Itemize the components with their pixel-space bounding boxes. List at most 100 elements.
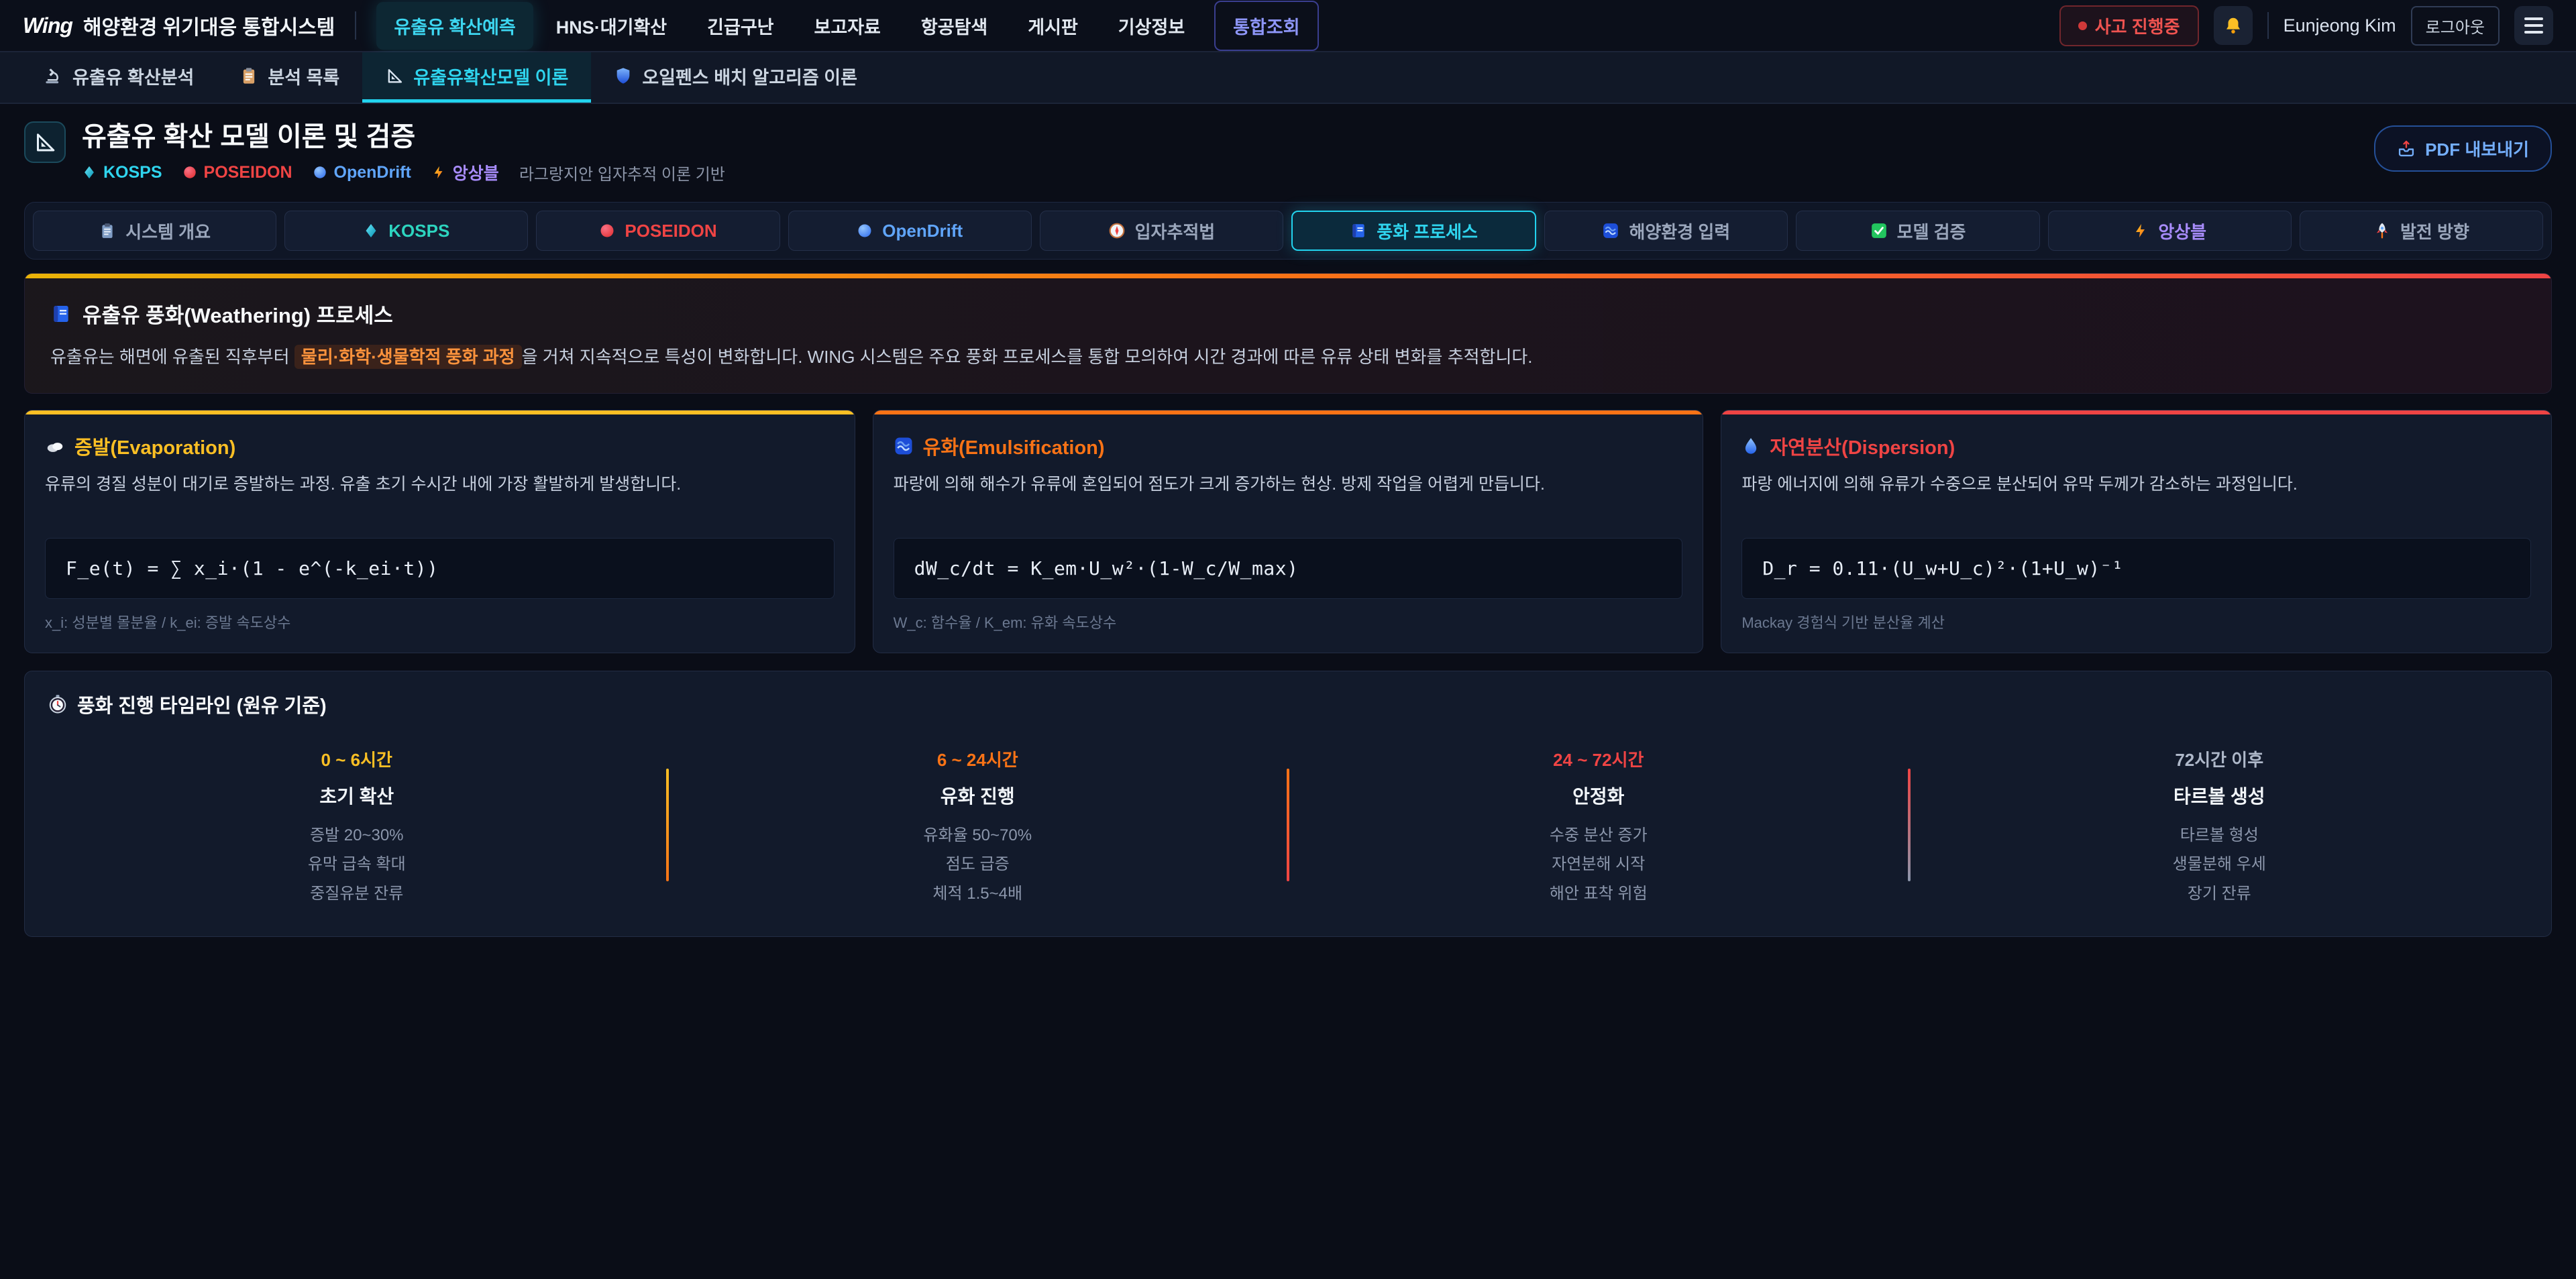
stage-item: 점도 급증: [945, 855, 1010, 874]
nav-item-board[interactable]: 게시판: [1028, 17, 1078, 38]
card-title-text: 유화(Emulsification): [922, 437, 1105, 459]
stopwatch-icon: [48, 694, 68, 714]
page-icon: [24, 121, 66, 163]
formula-note: W_c: 함수율 / K_em: 유화 속도상수: [893, 614, 1117, 632]
bolt-icon: [431, 165, 446, 180]
stage-item: 장기 잔류: [2187, 884, 2251, 903]
stage-item: 자연분해 시작: [1552, 855, 1646, 874]
card-title-text: 자연분산(Dispersion): [1770, 437, 1955, 459]
subnav-label: 유출유확산모델 이론: [413, 67, 569, 88]
card-accent-bar: [1721, 410, 2551, 415]
timeline-grid: 0 ~ 6시간 초기 확산 증발 20~30% 유막 급속 확대 중질유분 잔류…: [48, 741, 2528, 908]
description-highlight: 물리·화학·생물학적 풍화 과정: [294, 345, 522, 369]
stage-time: 72시간 이후: [2175, 750, 2264, 771]
stage-item: 체적 1.5~4배: [932, 884, 1023, 903]
card-title: 증발(Evaporation): [45, 432, 835, 460]
card-description: 유류의 경질 성분이 대기로 증발하는 과정. 유출 초기 수시간 내에 가장 …: [45, 475, 682, 494]
tab-ocean-environment-input[interactable]: 해양환경 입력: [1544, 211, 1788, 251]
timeline-divider: [1907, 768, 1911, 881]
subnav-item-analysis-list[interactable]: 분석 목록: [217, 52, 362, 103]
diamond-icon: [363, 223, 379, 239]
export-icon: [2397, 140, 2416, 158]
nav-item-oil-spill-forecast[interactable]: 유출유 확산예측: [376, 1, 533, 50]
nav-item-reports[interactable]: 보고자료: [814, 17, 881, 38]
tab-model-validation[interactable]: 모델 검증: [1796, 211, 2040, 251]
nav-item-integrated-search[interactable]: 통합조회: [1214, 0, 1319, 51]
notification-button[interactable]: [2213, 6, 2253, 45]
stage-time: 24 ~ 72시간: [1553, 750, 1644, 771]
weathering-intro-panel: 유출유 풍화(Weathering) 프로세스 유출유는 해면에 유출된 직후부…: [24, 273, 2552, 394]
tab-label: 입자추적법: [1134, 221, 1216, 242]
incident-status-label: 사고 진행중: [2094, 16, 2180, 37]
card-evaporation: 증발(Evaporation) 유류의 경질 성분이 대기로 증발하는 과정. …: [24, 410, 855, 654]
formula-box: D_r = 0.11·(U_w+U_c)²·(1+U_w)⁻¹: [1741, 538, 2531, 600]
compass-icon: [1108, 222, 1126, 239]
tab-system-overview[interactable]: 시스템 개요: [33, 211, 277, 251]
tab-opendrift[interactable]: OpenDrift: [788, 211, 1032, 251]
page-title-block: 유출유 확산 모델 이론 및 검증 KOSPS POSEIDON OpenDri…: [82, 121, 725, 184]
card-accent-bar: [873, 410, 1703, 415]
stage-item: 생물분해 우세: [2172, 855, 2266, 874]
badge-poseidon: POSEIDON: [182, 163, 292, 182]
subnav-label: 분석 목록: [268, 67, 340, 88]
nav-item-emergency-rescue[interactable]: 긴급구난: [707, 17, 774, 38]
nav-item-hns-air-diffusion[interactable]: HNS·대기확산: [555, 17, 667, 38]
tab-ensemble[interactable]: 앙상블: [2047, 211, 2292, 251]
description-text: 유출유는 해면에 유출된 직후부터: [50, 347, 294, 367]
tab-label: 풍화 프로세스: [1377, 221, 1478, 242]
subnav-item-diffusion-analysis[interactable]: 유출유 확산분석: [20, 52, 217, 103]
formula-note: x_i: 성분별 몰분율 / k_ei: 증발 속도상수: [45, 614, 291, 632]
tab-label: OpenDrift: [882, 220, 963, 241]
stage-phase: 초기 확산: [319, 786, 394, 808]
tab-weathering-process[interactable]: 풍화 프로세스: [1291, 211, 1537, 251]
bolt-icon: [2133, 223, 2149, 239]
pdf-export-button[interactable]: PDF 내보내기: [2374, 125, 2552, 172]
tab-future-direction[interactable]: 발전 방향: [2299, 211, 2544, 251]
tab-poseidon[interactable]: POSEIDON: [536, 211, 780, 251]
clipboard-icon: [99, 222, 116, 239]
timeline-divider: [1287, 768, 1289, 881]
stage-phase: 타르볼 생성: [2173, 786, 2265, 808]
red-circle-icon: [182, 165, 197, 180]
timeline-heading-text: 풍화 진행 타임라인 (원유 기준): [77, 696, 327, 718]
red-circle-icon: [599, 223, 615, 239]
tab-particle-tracking[interactable]: 입자추적법: [1039, 211, 1284, 251]
badge-ensemble: 앙상블: [431, 160, 499, 184]
tab-label: 모델 검증: [1896, 221, 1966, 242]
tab-label: 해양환경 입력: [1629, 221, 1731, 242]
subnav-item-model-theory[interactable]: 유출유확산모델 이론: [362, 52, 592, 103]
diamond-icon: [82, 165, 97, 180]
stage-item: 타르볼 형성: [2180, 826, 2259, 845]
card-dispersion: 자연분산(Dispersion) 파랑 에너지에 의해 유류가 수중으로 분산되…: [1721, 410, 2552, 654]
tab-kosps[interactable]: KOSPS: [284, 211, 529, 251]
wave-icon: [894, 436, 914, 456]
timeline-stage-tarball: 72시간 이후 타르볼 생성 타르볼 형성 생물분해 우세 장기 잔류: [1911, 741, 2529, 908]
weathering-timeline-panel: 풍화 진행 타임라인 (원유 기준) 0 ~ 6시간 초기 확산 증발 20~3…: [24, 671, 2552, 937]
hamburger-icon: [2524, 17, 2543, 34]
tab-label: POSEIDON: [625, 220, 717, 241]
nav-item-aerial-search[interactable]: 항공탐색: [920, 17, 988, 38]
rocket-icon: [2373, 222, 2391, 239]
book-icon: [1350, 222, 1367, 239]
logout-button[interactable]: 로그아웃: [2410, 5, 2500, 46]
badge-kosps: KOSPS: [82, 163, 162, 182]
stage-phase: 안정화: [1572, 786, 1625, 808]
pdf-export-label: PDF 내보내기: [2425, 140, 2529, 160]
badge-opendrift: OpenDrift: [313, 163, 411, 182]
card-title: 자연분산(Dispersion): [1741, 432, 2531, 460]
stage-item: 유막 급속 확대: [307, 855, 406, 874]
menu-button[interactable]: [2514, 6, 2553, 45]
badge-label: KOSPS: [103, 162, 162, 182]
model-badge-row: KOSPS POSEIDON OpenDrift 앙상블 라그랑지안: [82, 160, 725, 184]
timeline-heading: 풍화 진행 타임라인 (원유 기준): [48, 690, 2528, 718]
basis-note: 라그랑지안 입자추적 이론 기반: [519, 165, 725, 184]
app-brand[interactable]: Wing 해양환경 위기대응 통합시스템: [23, 11, 335, 40]
weathering-heading: 유출유 풍화(Weathering) 프로세스: [50, 298, 2526, 329]
section-tab-strip: 시스템 개요 KOSPS POSEIDON OpenDrift 입자추적법 풍화…: [24, 202, 2552, 260]
clipboard-icon: [239, 66, 258, 85]
triangle-ruler-icon: [385, 66, 404, 85]
nav-item-weather-info[interactable]: 기상정보: [1118, 17, 1185, 38]
subnav-item-oil-fence-theory[interactable]: 오일펜스 배치 알고리즘 이론: [591, 52, 880, 103]
droplet-icon: [1741, 437, 1760, 455]
divider: [355, 11, 357, 40]
